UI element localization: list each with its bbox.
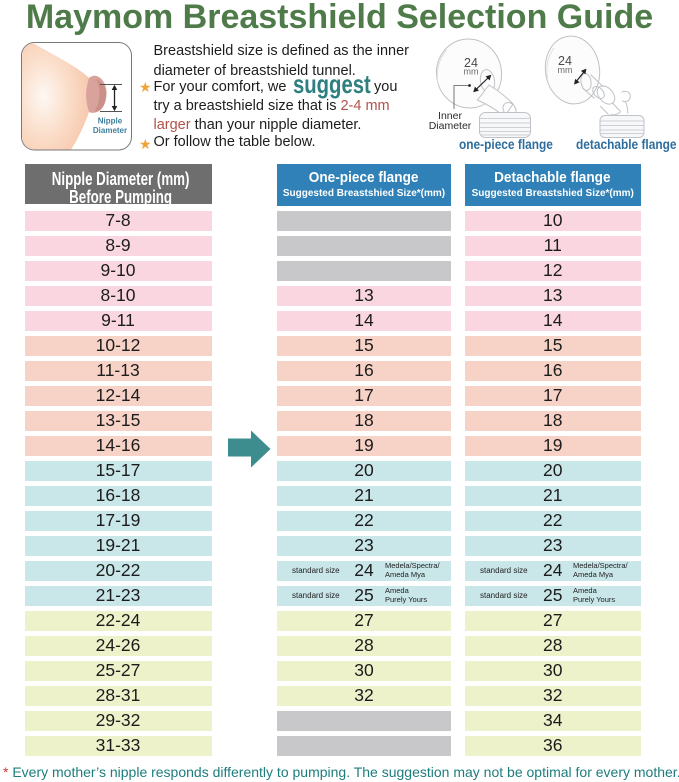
svg-text:Diameter: Diameter [93,126,127,135]
svg-text:24: 24 [558,54,572,68]
svg-text:mm: mm [464,67,479,77]
svg-text:Inner: Inner [438,110,462,122]
svg-text:Nipple: Nipple [98,117,123,126]
svg-text:24: 24 [464,56,478,70]
svg-text:mm: mm [558,65,573,75]
svg-text:Diameter: Diameter [429,120,472,132]
